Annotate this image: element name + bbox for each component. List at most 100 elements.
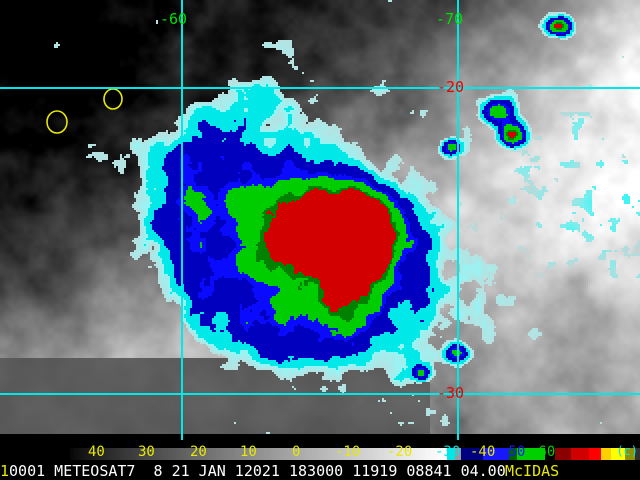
colorbar-segment	[571, 448, 590, 460]
colorbar-segment	[132, 448, 136, 460]
colorbar-segment	[80, 448, 83, 460]
colorbar-segment	[195, 448, 199, 460]
colorbar-segment	[220, 448, 224, 460]
gridline-longitude-70	[457, 0, 459, 440]
colorbar-segment	[115, 448, 118, 460]
colorbar-segment	[183, 448, 186, 460]
status-leading-digit: 1	[0, 462, 10, 480]
colorbar-segment	[432, 448, 435, 460]
colorbar-segment	[404, 448, 408, 460]
colorbar-segment	[283, 448, 287, 460]
satellite-image-canvas[interactable]	[0, 0, 640, 440]
colorbar-segment	[120, 448, 123, 460]
colorbar-segment	[258, 448, 262, 460]
colorbar-segment	[155, 448, 159, 460]
colorbar-segment	[407, 448, 410, 460]
colorbar-segment	[339, 448, 342, 460]
colorbar-segment	[374, 448, 377, 460]
colorbar-segment	[223, 448, 226, 460]
colorbar-tick-9: -50	[500, 444, 526, 460]
colorbar-segment	[140, 448, 143, 460]
colorbar-segment	[228, 448, 231, 460]
colorbar-segment	[412, 448, 415, 460]
colorbar-segment	[105, 448, 108, 460]
colorbar-segment	[231, 448, 234, 460]
colorbar-segment	[361, 448, 365, 460]
colorbar-segment	[175, 448, 179, 460]
colorbar-segment	[293, 448, 297, 460]
colorbar-segment	[203, 448, 206, 460]
colorbar-segment	[112, 448, 116, 460]
colorbar-segment	[427, 448, 430, 460]
colorbar-segment	[135, 448, 138, 460]
colorbar-segment	[97, 448, 101, 460]
colorbar-segment	[127, 448, 131, 460]
colorbar-segment	[429, 448, 433, 460]
label-latitude-20: -20	[437, 78, 465, 96]
colorbar-segment	[241, 448, 244, 460]
colorbar-segment	[319, 448, 322, 460]
colorbar-segment	[336, 448, 340, 460]
colorbar-segment	[399, 448, 403, 460]
colorbar-segment	[150, 448, 154, 460]
colorbar-segment	[178, 448, 181, 460]
colorbar-tick-0: 40	[88, 444, 105, 460]
colorbar-segment	[286, 448, 289, 460]
colorbar-segment	[278, 448, 282, 460]
colorbar-segment	[236, 448, 239, 460]
colorbar-segment	[334, 448, 337, 460]
island-outline-2	[103, 88, 123, 110]
colorbar-segment	[100, 448, 103, 460]
colorbar-segment	[248, 448, 252, 460]
colorbar-segment	[414, 448, 418, 460]
colorbar-segment	[200, 448, 204, 460]
colorbar-segment	[409, 448, 413, 460]
colorbar-segment	[434, 448, 438, 460]
colorbar-segment	[386, 448, 390, 460]
colorbar-segment	[442, 448, 445, 460]
colorbar-segment	[253, 448, 257, 460]
colorbar-segment	[271, 448, 274, 460]
colorbar-segment	[344, 448, 347, 460]
colorbar-segment	[153, 448, 156, 460]
colorbar-segment	[306, 448, 309, 460]
colorbar-segment	[210, 448, 214, 460]
colorbar-segment	[251, 448, 254, 460]
colorbar-segment	[163, 448, 166, 460]
colorbar-segment	[107, 448, 111, 460]
colorbar-segment	[371, 448, 375, 460]
colorbar-segment	[314, 448, 317, 460]
status-line: 10001 METEOSAT7 8 21 JAN 12021 183000 11…	[0, 462, 640, 480]
colorbar-tick-4: 0	[292, 444, 301, 460]
colorbar-segment	[125, 448, 128, 460]
colorbar-segment	[218, 448, 221, 460]
colorbar-segment	[346, 448, 350, 460]
colorbar-segment	[168, 448, 171, 460]
colorbar-segment	[298, 448, 302, 460]
colorbar-segment	[422, 448, 425, 460]
colorbar-segment	[185, 448, 189, 460]
colorbar-tick-10: -60	[530, 444, 556, 460]
colorbar-segment	[243, 448, 247, 460]
color-enhancement-bar[interactable]	[70, 448, 640, 460]
colorbar-segment	[397, 448, 400, 460]
colorbar-segment	[87, 448, 91, 460]
colorbar-segment	[268, 448, 272, 460]
mcidas-brand: McIDAS	[505, 462, 560, 480]
colorbar-segment	[601, 448, 612, 460]
label-latitude-30: -30	[437, 384, 465, 402]
colorbar-segment	[417, 448, 420, 460]
colorbar-segment	[509, 448, 518, 460]
colorbar-segment	[379, 448, 382, 460]
colorbar-segment	[447, 448, 456, 460]
colorbar-segment	[158, 448, 161, 460]
colorbar-segment	[276, 448, 279, 460]
colorbar-segment	[437, 448, 440, 460]
colorbar-segment	[102, 448, 106, 460]
colorbar-segment	[193, 448, 196, 460]
colorbar-segment	[246, 448, 249, 460]
colorbar-segment	[213, 448, 216, 460]
gridline-latitude-30	[0, 393, 640, 395]
colorbar-segment	[369, 448, 372, 460]
